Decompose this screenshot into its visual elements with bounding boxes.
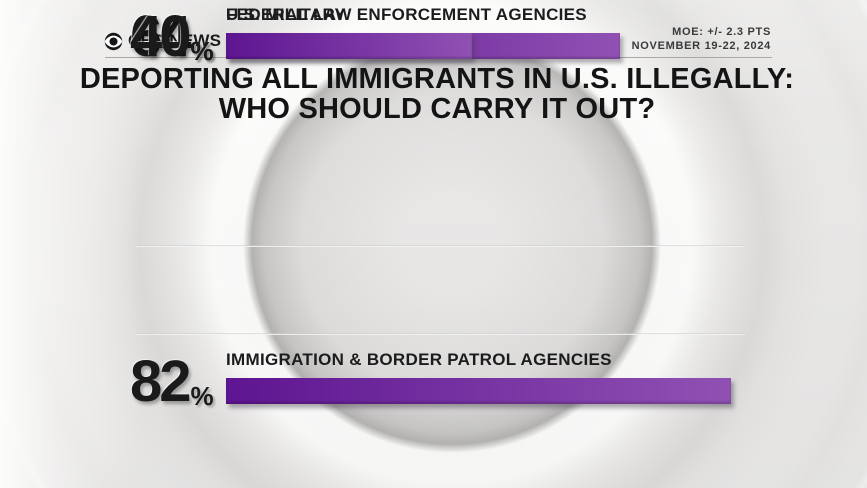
bar-fill bbox=[226, 33, 472, 59]
bar-row: 82 % IMMIGRATION & BORDER PATROL AGENCIE… bbox=[130, 345, 846, 411]
row-separator bbox=[135, 245, 745, 247]
cbs-eye-icon bbox=[104, 32, 123, 50]
bar-label: IMMIGRATION & BORDER PATROL AGENCIES bbox=[226, 350, 612, 369]
moe-line: MOE: +/- 2.3 PTS bbox=[672, 26, 771, 38]
bar-value: 64 bbox=[130, 4, 191, 69]
bar-value-suffix: % bbox=[190, 381, 214, 411]
bar-fill bbox=[226, 378, 731, 404]
bar-value-block: 40 % bbox=[130, 4, 214, 69]
bar-label: FEDERAL LAW ENFORCEMENT AGENCIES bbox=[226, 5, 587, 24]
bar-value-suffix: % bbox=[190, 36, 214, 66]
row-separator bbox=[135, 333, 745, 335]
bar-value-block: 64 % bbox=[130, 4, 214, 69]
bar-value-suffix: % bbox=[190, 36, 214, 66]
date-line: NOVEMBER 19-22, 2024 bbox=[631, 40, 771, 52]
brand-cbs-news: CBS NEWS bbox=[128, 31, 222, 50]
bar-value: 40 bbox=[130, 4, 191, 69]
title-line-1: DEPORTING ALL IMMIGRANTS IN U.S. ILLEGAL… bbox=[79, 63, 795, 95]
bar-row: 40 % U.S. MILITARY bbox=[130, 0, 846, 66]
bar-label: U.S. MILITARY bbox=[226, 5, 347, 24]
page-title: DEPORTING ALL IMMIGRANTS IN U.S. ILLEGAL… bbox=[40, 64, 834, 124]
moe-block: MOE: +/- 2.3 PTS NOVEMBER 19-22, 2024 bbox=[632, 25, 771, 53]
bar-value: 82 bbox=[130, 349, 191, 414]
title-line-2: WHO SHOULD CARRY IT OUT? bbox=[218, 93, 656, 125]
bar-value-block: 82 % bbox=[130, 349, 214, 414]
